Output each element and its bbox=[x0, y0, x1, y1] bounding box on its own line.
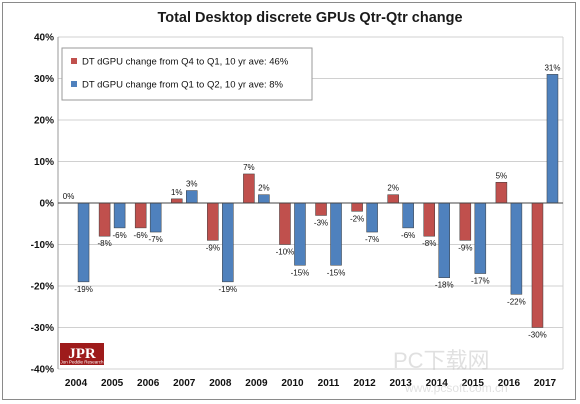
bar-q1-q2-2005 bbox=[113, 202, 126, 229]
x-tick-label: 2014 bbox=[426, 378, 449, 389]
x-axis: 2004 2005 2006 2007 2008 2009 2010 2011 2012 2013… bbox=[58, 202, 563, 389]
x-tick-label: 2007 bbox=[173, 378, 196, 389]
bar-q4-q1-2008 bbox=[207, 202, 219, 241]
y-tick-label: 40% bbox=[34, 33, 54, 44]
legend-swatch-q4-q1 bbox=[71, 58, 77, 64]
data-label: -19% bbox=[218, 285, 237, 294]
data-label: 7% bbox=[243, 163, 255, 172]
y-tick-label: 30% bbox=[34, 74, 54, 85]
jpr-logo: JPR Jon Peddie Research bbox=[60, 343, 104, 365]
data-label: 2% bbox=[387, 184, 399, 193]
y-axis: -40% -30% -20% -10% 0% 10% 20% 30% 40% bbox=[31, 33, 564, 376]
bar-q1-q2-2006 bbox=[149, 202, 162, 233]
data-label: -22% bbox=[507, 297, 526, 306]
data-label: -18% bbox=[435, 281, 454, 290]
bar-q4-q1-2009 bbox=[243, 173, 255, 204]
x-tick-label: 2011 bbox=[318, 378, 340, 389]
bar-q1-q2-2013 bbox=[402, 202, 414, 229]
bar-q1-q2-2008 bbox=[222, 202, 234, 283]
bar-q1-q2-2016 bbox=[510, 202, 523, 295]
bar-q4-q1-2005 bbox=[98, 202, 111, 237]
bar-q1-q2-2004 bbox=[77, 202, 90, 283]
data-label: -2% bbox=[350, 214, 364, 223]
watermark-text: PC下载网 bbox=[393, 348, 490, 373]
data-label: 0% bbox=[63, 192, 75, 201]
x-tick-label: 2017 bbox=[534, 378, 557, 389]
jpr-logo-subtext: Jon Peddie Research bbox=[60, 360, 104, 365]
y-tick-label: 20% bbox=[34, 116, 54, 127]
x-tick-label: 2009 bbox=[245, 378, 268, 389]
legend-label-q1-q2: DT dGPU change from Q1 to Q2, 10 yr ave:… bbox=[82, 80, 284, 91]
data-label: -15% bbox=[327, 268, 346, 277]
x-tick-label: 2010 bbox=[281, 378, 304, 389]
x-tick-label: 2006 bbox=[137, 378, 160, 389]
bar-q4-q1-2012 bbox=[351, 202, 363, 212]
bar-q4-q1-2013 bbox=[387, 194, 399, 204]
data-label: -8% bbox=[422, 239, 436, 248]
gridlines bbox=[58, 36, 563, 370]
data-label: -17% bbox=[471, 277, 490, 286]
x-tick-label: 2016 bbox=[498, 378, 521, 389]
data-label: 3% bbox=[186, 180, 198, 189]
legend: DT dGPU change from Q4 to Q1, 10 yr ave:… bbox=[61, 47, 313, 101]
bars bbox=[62, 74, 559, 328]
bar-q1-q2-2009 bbox=[258, 194, 270, 204]
bar-q4-q1-2010 bbox=[279, 202, 291, 245]
data-label: -7% bbox=[149, 235, 163, 244]
bar-q4-q1-2014 bbox=[423, 202, 435, 237]
data-label: 31% bbox=[544, 63, 560, 72]
legend-label-q4-q1: DT dGPU change from Q4 to Q1, 10 yr ave:… bbox=[82, 57, 289, 68]
bar-q1-q2-2011 bbox=[330, 202, 342, 266]
data-labels: 0%-8%-6%1%-9%7%-10%-3% -2%2%-8% -9%5%-30%-… bbox=[63, 63, 561, 339]
jpr-logo-box bbox=[60, 343, 104, 365]
data-label: -10% bbox=[276, 248, 295, 257]
data-label: -9% bbox=[206, 243, 220, 252]
y-tick-label: 0% bbox=[40, 199, 55, 210]
bar-q1-q2-2012 bbox=[366, 202, 378, 233]
bar-q4-q1-2015 bbox=[459, 202, 472, 241]
bar-q1-q2-2014 bbox=[438, 202, 450, 278]
bar-q1-q2-2017 bbox=[546, 74, 559, 204]
y-tick-label: -40% bbox=[31, 365, 54, 376]
bar-q4-q1-2006 bbox=[134, 202, 147, 229]
bar-q4-q1-2007 bbox=[171, 198, 183, 204]
y-tick-label: -10% bbox=[31, 240, 54, 251]
x-tick-label: 2015 bbox=[462, 378, 485, 389]
x-tick-label: 2004 bbox=[65, 378, 88, 389]
bar-q4-q1-2016 bbox=[495, 182, 508, 204]
data-label: -6% bbox=[112, 231, 126, 240]
bar-q1-q2-2010 bbox=[294, 202, 306, 266]
y-tick-label: -30% bbox=[31, 323, 54, 334]
watermark: PC下载网 www.pcsoft.com.cn bbox=[393, 348, 508, 395]
bar-q4-q1-2011 bbox=[315, 202, 327, 216]
x-tick-label: 2005 bbox=[101, 378, 124, 389]
y-tick-label: -20% bbox=[31, 282, 54, 293]
data-label: -6% bbox=[401, 231, 415, 240]
data-label: 1% bbox=[171, 188, 183, 197]
data-label: -8% bbox=[97, 239, 111, 248]
legend-swatch-q1-q2 bbox=[71, 81, 77, 87]
y-tick-label: 10% bbox=[34, 157, 54, 168]
data-label: -30% bbox=[528, 331, 547, 340]
chart-title: Total Desktop discrete GPUs Qtr-Qtr chan… bbox=[157, 10, 462, 26]
x-tick-label: 2012 bbox=[353, 378, 376, 389]
data-label: -19% bbox=[74, 285, 93, 294]
data-label: 5% bbox=[496, 171, 508, 180]
data-label: 2% bbox=[258, 184, 270, 193]
x-tick-label: 2008 bbox=[209, 378, 232, 389]
bar-q1-q2-2007 bbox=[186, 190, 198, 204]
watermark-url: www.pcsoft.com.cn bbox=[404, 381, 508, 395]
jpr-logo-text: JPR bbox=[68, 346, 96, 362]
data-label: -15% bbox=[291, 268, 310, 277]
data-label: -6% bbox=[134, 231, 148, 240]
data-label: -9% bbox=[458, 243, 472, 252]
legend-box bbox=[61, 47, 313, 101]
data-label: -3% bbox=[314, 218, 328, 227]
bar-q4-q1-2017 bbox=[531, 202, 544, 328]
x-tick-label: 2013 bbox=[390, 378, 413, 389]
data-label: -7% bbox=[365, 235, 379, 244]
bar-q1-q2-2015 bbox=[474, 202, 487, 274]
